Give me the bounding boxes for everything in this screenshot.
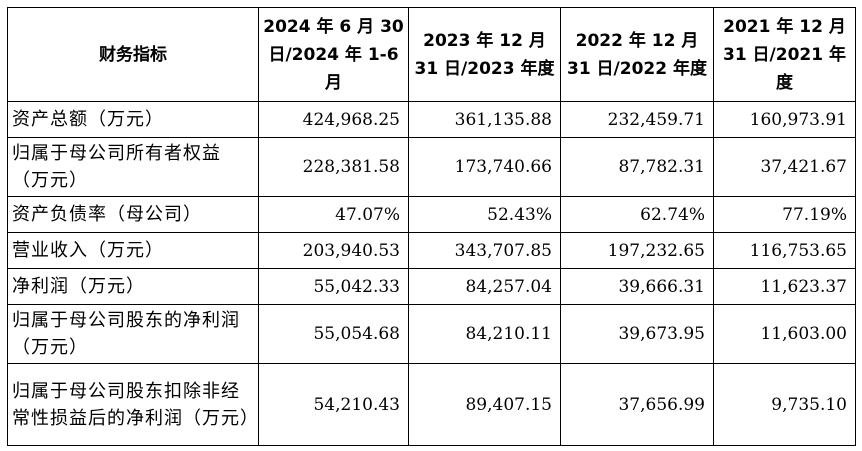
header-2021: 2021 年 12 月 31 日/2021 年度 — [713, 7, 856, 102]
cell-value: 55,042.33 — [258, 268, 409, 305]
cell-value: 39,673.95 — [560, 304, 714, 364]
row-label: 营业收入（万元） — [7, 232, 259, 269]
cell-value: 424,968.25 — [258, 101, 409, 138]
row-label: 资产总额（万元） — [7, 101, 259, 138]
cell-value: 87,782.31 — [560, 137, 714, 197]
cell-value: 160,973.91 — [713, 101, 856, 138]
cell-value: 232,459.71 — [560, 101, 714, 138]
cell-value: 173,740.66 — [408, 137, 561, 197]
table-row: 资产负债率（母公司） 47.07% 52.43% 62.74% 77.19% — [7, 196, 856, 233]
row-label: 归属于母公司股东的净利润（万元） — [7, 304, 259, 364]
cell-value: 52.43% — [408, 196, 561, 233]
header-2023: 2023 年 12 月 31 日/2023 年度 — [408, 7, 561, 102]
table-header-row: 财务指标 2024 年 6 月 30 日/2024 年 1-6 月 2023 年… — [7, 7, 856, 102]
header-indicator: 财务指标 — [7, 7, 259, 102]
cell-value: 361,135.88 — [408, 101, 561, 138]
table-row: 营业收入（万元） 203,940.53 343,707.85 197,232.6… — [7, 232, 856, 269]
row-label: 净利润（万元） — [7, 268, 259, 305]
cell-value: 228,381.58 — [258, 137, 409, 197]
table-row: 资产总额（万元） 424,968.25 361,135.88 232,459.7… — [7, 101, 856, 138]
cell-value: 37,421.67 — [713, 137, 856, 197]
financial-indicators-table: 财务指标 2024 年 6 月 30 日/2024 年 1-6 月 2023 年… — [7, 7, 856, 446]
table-row: 归属于母公司所有者权益（万元） 228,381.58 173,740.66 87… — [7, 137, 856, 197]
cell-value: 116,753.65 — [713, 232, 856, 269]
cell-value: 11,623.37 — [713, 268, 856, 305]
cell-value: 39,666.31 — [560, 268, 714, 305]
cell-value: 84,257.04 — [408, 268, 561, 305]
table-row: 净利润（万元） 55,042.33 84,257.04 39,666.31 11… — [7, 268, 856, 305]
header-2022: 2022 年 12 月 31 日/2022 年度 — [560, 7, 714, 102]
row-label: 归属于母公司股东扣除非经常性损益后的净利润（万元） — [7, 363, 259, 446]
table-row: 归属于母公司股东扣除非经常性损益后的净利润（万元） 54,210.43 89,4… — [7, 363, 856, 446]
row-label: 归属于母公司所有者权益（万元） — [7, 137, 259, 197]
cell-value: 203,940.53 — [258, 232, 409, 269]
cell-value: 84,210.11 — [408, 304, 561, 364]
table-row: 归属于母公司股东的净利润（万元） 55,054.68 84,210.11 39,… — [7, 304, 856, 364]
cell-value: 37,656.99 — [560, 363, 714, 446]
cell-value: 47.07% — [258, 196, 409, 233]
cell-value: 9,735.10 — [713, 363, 856, 446]
cell-value: 77.19% — [713, 196, 856, 233]
cell-value: 55,054.68 — [258, 304, 409, 364]
cell-value: 62.74% — [560, 196, 714, 233]
cell-value: 11,603.00 — [713, 304, 856, 364]
cell-value: 54,210.43 — [258, 363, 409, 446]
header-2024: 2024 年 6 月 30 日/2024 年 1-6 月 — [258, 7, 409, 102]
cell-value: 89,407.15 — [408, 363, 561, 446]
cell-value: 197,232.65 — [560, 232, 714, 269]
cell-value: 343,707.85 — [408, 232, 561, 269]
row-label: 资产负债率（母公司） — [7, 196, 259, 233]
